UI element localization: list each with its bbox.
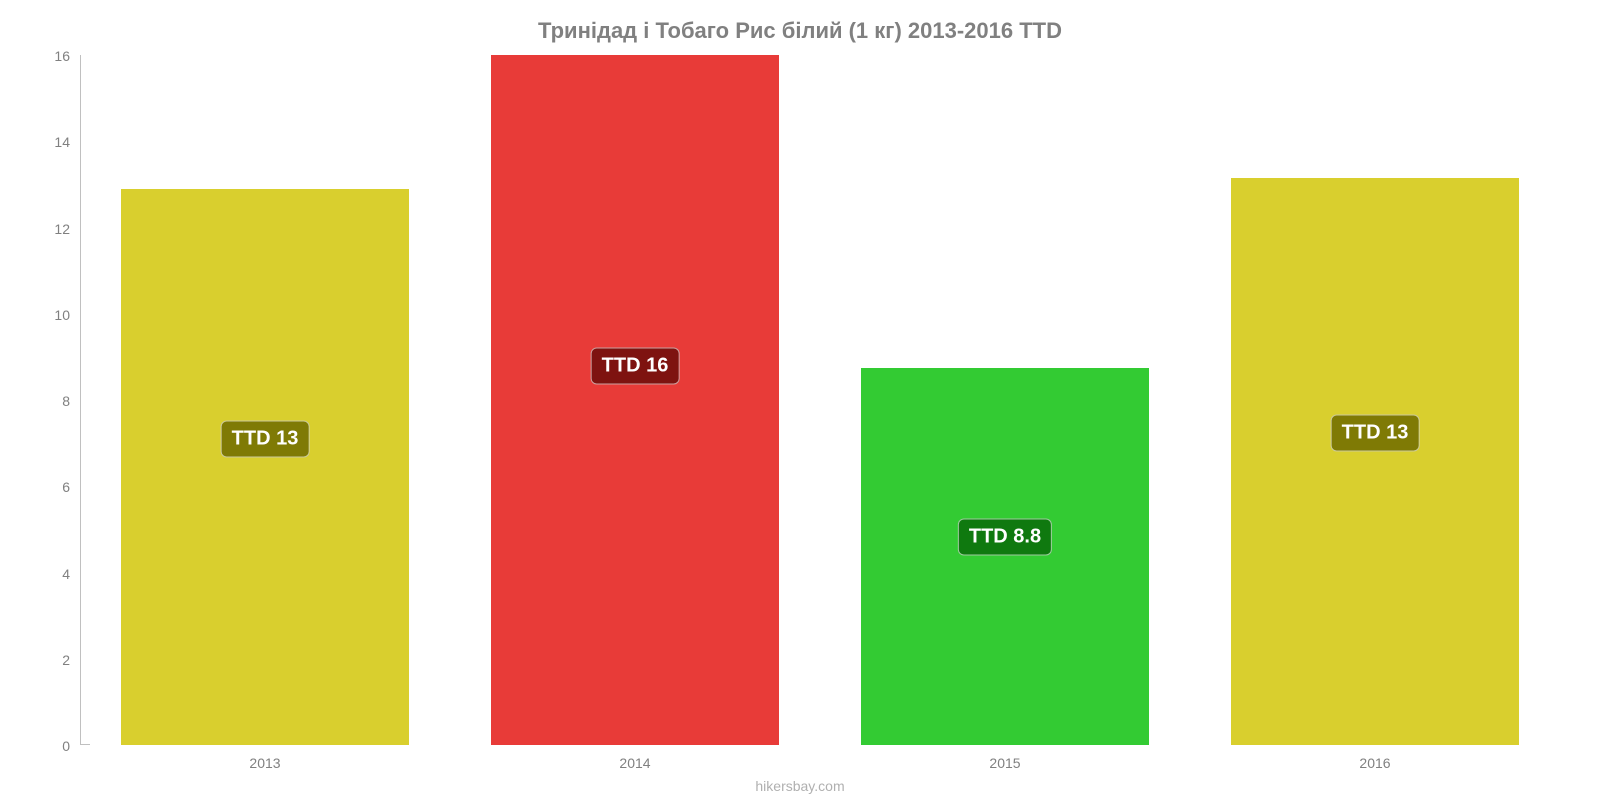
y-tick: 4 xyxy=(40,566,70,582)
value-badge: TTD 13 xyxy=(1331,415,1420,452)
y-tick: 0 xyxy=(40,738,70,754)
y-tick: 16 xyxy=(40,48,70,64)
y-tick: 10 xyxy=(40,307,70,323)
y-tick: 14 xyxy=(40,134,70,150)
value-badge: TTD 13 xyxy=(221,421,310,458)
bar xyxy=(121,189,410,745)
x-label: 2013 xyxy=(249,755,280,771)
y-tick: 8 xyxy=(40,393,70,409)
x-label: 2016 xyxy=(1359,755,1390,771)
chart-attribution: hikersbay.com xyxy=(0,778,1600,794)
y-tick: 12 xyxy=(40,221,70,237)
chart-title: Тринідад і Тобаго Рис білий (1 кг) 2013-… xyxy=(0,18,1600,44)
x-axis-stub xyxy=(80,744,90,745)
chart-container: Тринідад і Тобаго Рис білий (1 кг) 2013-… xyxy=(0,0,1600,800)
y-tick: 2 xyxy=(40,652,70,668)
y-axis-line xyxy=(80,55,81,745)
x-label: 2014 xyxy=(619,755,650,771)
x-label: 2015 xyxy=(989,755,1020,771)
bar xyxy=(1231,178,1520,745)
value-badge: TTD 16 xyxy=(591,347,680,384)
bar xyxy=(491,55,780,745)
bar xyxy=(861,368,1150,745)
y-tick: 6 xyxy=(40,479,70,495)
value-badge: TTD 8.8 xyxy=(958,519,1052,556)
plot-area: 02468101214162013TTD 132014TTD 162015TTD… xyxy=(80,55,1560,745)
